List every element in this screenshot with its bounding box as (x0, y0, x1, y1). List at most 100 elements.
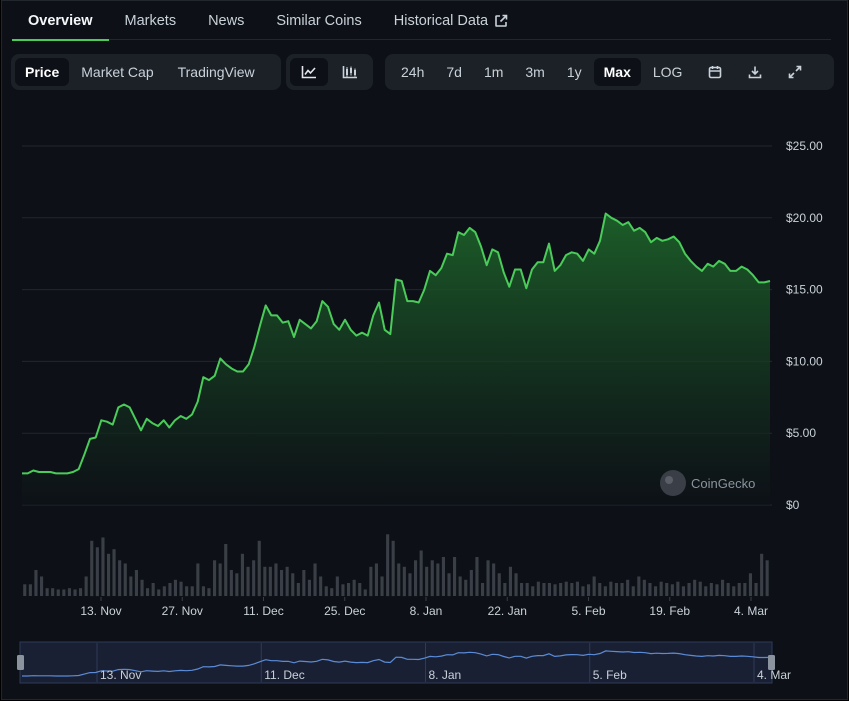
navigator-line (22, 650, 771, 677)
x-tick-label: 8. Jan (410, 604, 443, 618)
navigator-left-handle[interactable] (17, 655, 24, 670)
range-1m-button[interactable]: 1m (483, 64, 504, 80)
range-7d-button[interactable]: 7d (446, 64, 462, 80)
tab-markets-label: Markets (124, 12, 177, 29)
volume-bar (414, 560, 418, 597)
volume-bar (280, 570, 284, 596)
volume-bar (341, 584, 345, 596)
volume-bar (246, 566, 250, 597)
volume-bar (592, 576, 596, 596)
volume-bar (436, 563, 440, 596)
date-range-button[interactable] (696, 58, 734, 86)
volume-bar (134, 570, 138, 596)
volume-bar (157, 589, 161, 596)
calendar-icon (709, 66, 722, 79)
volume-bar (190, 586, 194, 597)
coin-tabs: Overview Markets News Similar Coins Hist… (12, 1, 831, 41)
volume-bar (380, 576, 384, 596)
coingecko-watermark: CoinGecko (660, 470, 755, 496)
volume-bar (146, 588, 150, 596)
range-1y-button[interactable]: 1y (566, 64, 582, 80)
volume-bar (760, 553, 764, 597)
tab-markets[interactable]: Markets (109, 1, 193, 40)
range-3m-button[interactable]: 3m (525, 64, 545, 80)
volume-bar (659, 581, 663, 596)
volume-bar (129, 576, 133, 596)
volume-bar (648, 583, 652, 596)
tab-overview-label: Overview (28, 12, 93, 29)
volume-bar (665, 583, 669, 596)
y-tick-label: $0 (786, 498, 800, 512)
volume-bar (642, 579, 646, 597)
candlestick-chart-button[interactable] (331, 58, 369, 86)
volume-bar (352, 579, 356, 597)
tab-news-label: News (208, 12, 245, 29)
x-tick-label: 25. Dec (324, 604, 365, 618)
volume-bar (492, 563, 496, 596)
volume-bar (754, 583, 758, 596)
volume-bar (62, 589, 66, 596)
volume-bar (56, 589, 60, 596)
volume-bar (598, 583, 602, 596)
fullscreen-button[interactable] (776, 58, 814, 86)
price-button[interactable]: Price (15, 58, 70, 86)
tab-similar-coins[interactable]: Similar Coins (260, 1, 377, 40)
volume-bar (430, 560, 434, 597)
volume-bar (79, 588, 83, 596)
range-24h-button[interactable]: 24h (401, 64, 425, 80)
x-tick-label: 4. Mar (734, 604, 768, 618)
volume-bar (531, 586, 535, 597)
volume-bar (503, 583, 507, 596)
volume-bar (603, 586, 607, 597)
tradingview-button[interactable]: TradingView (177, 64, 255, 80)
navigator-tick-label: 13. Nov (100, 668, 141, 682)
volume-bar (670, 584, 674, 596)
volume-bar (391, 540, 395, 597)
volume-bar (748, 573, 752, 597)
volume-bar (363, 589, 367, 596)
coingecko-logo-icon (660, 470, 686, 496)
download-button[interactable] (736, 58, 774, 86)
volume-bar (698, 581, 702, 596)
range-navigator[interactable]: 13. Nov 11. Dec 8. Jan 5. Feb 4. Mar (17, 641, 791, 684)
volume-bar (173, 579, 177, 597)
y-tick-label: $25.00 (786, 139, 823, 153)
volume-bar (547, 583, 551, 596)
volume-bar (737, 583, 741, 596)
volume-bar (296, 583, 300, 596)
log-scale-button[interactable]: LOG (652, 64, 683, 80)
volume-bar (90, 540, 94, 597)
volume-bar (687, 583, 691, 596)
volume-bar (475, 557, 479, 596)
volume-bar (285, 566, 289, 597)
volume-bar (307, 579, 311, 597)
volume-bar (118, 560, 122, 597)
line-chart-button[interactable] (290, 58, 328, 86)
range-max-button[interactable]: Max (593, 58, 641, 86)
tab-historical-data-label: Historical Data (393, 12, 489, 29)
volume-bar (514, 573, 518, 597)
volume-bar (497, 573, 501, 597)
volume-bar (207, 588, 211, 596)
volume-bar (40, 576, 44, 596)
x-tick-label: 19. Feb (649, 604, 690, 618)
volume-bar (28, 584, 32, 596)
navigator-right-handle[interactable] (768, 655, 775, 670)
volume-bar (229, 570, 233, 596)
volume-bar (201, 586, 205, 597)
tab-overview[interactable]: Overview (12, 1, 109, 41)
volume-bar (268, 566, 272, 597)
market-cap-button[interactable]: Market Cap (81, 64, 154, 80)
volume-bar (626, 579, 630, 597)
chart-style-group (286, 54, 373, 90)
tab-news[interactable]: News (192, 1, 260, 40)
volume-bar (620, 583, 624, 596)
volume-bar (101, 537, 105, 596)
navigator-window[interactable] (19, 641, 773, 684)
tab-historical-data[interactable]: Historical Data (378, 1, 524, 40)
volume-bar (23, 584, 27, 596)
volume-bar (257, 540, 261, 597)
volume-bar (419, 550, 423, 596)
